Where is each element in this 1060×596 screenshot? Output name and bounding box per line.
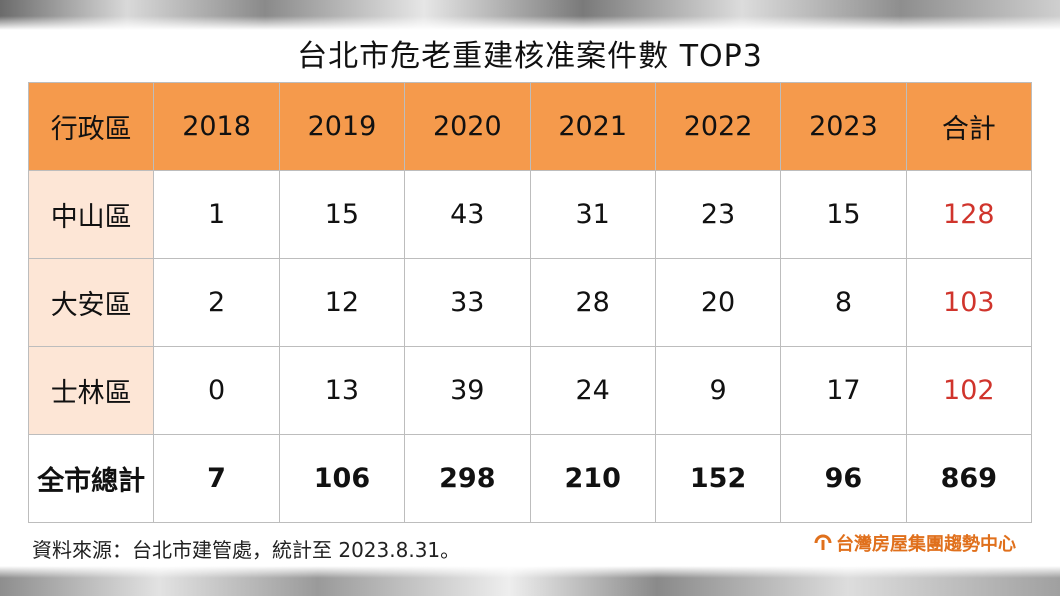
table-cell: 7	[153, 434, 280, 523]
chart-title: 台北市危老重建核准案件數 TOP3	[297, 39, 763, 74]
brand-logo: 台灣房屋集團趨勢中心	[814, 530, 1016, 556]
grand-total-row: 全市總計 7 106 298 210 152 96 869	[27, 434, 1033, 523]
brand-mark-icon	[814, 534, 832, 550]
table-cell: 8	[780, 258, 907, 347]
table-cell: 12	[278, 258, 406, 347]
header-row: 行政區 2018 2019 2020 2021 2022 2023 合計	[27, 82, 1033, 171]
source-note: 資料來源：台北市建管處，統計至 2023.8.31。	[32, 538, 461, 562]
header-cell-2021: 2021	[529, 82, 656, 171]
table-cell: 43	[404, 170, 531, 259]
brand-name: 台灣房屋集團趨勢中心	[836, 534, 1016, 555]
bottom-photo-band	[0, 566, 1060, 596]
table-cell: 106	[278, 434, 406, 523]
table-cell: 210	[529, 434, 656, 523]
row-total-cell: 128	[905, 170, 1033, 259]
table-cell: 152	[654, 434, 782, 523]
table-cell: 23	[654, 170, 782, 259]
table-cell: 17	[780, 346, 907, 435]
table-cell: 9	[654, 346, 782, 435]
table-row: 士林區 0 13 39 24 9 17 102	[27, 346, 1033, 435]
header-cell-2022: 2022	[654, 82, 782, 171]
header-cell-2023: 2023	[780, 82, 907, 171]
row-label-daan: 大安區	[27, 258, 155, 347]
table-cell: 0	[153, 346, 280, 435]
table-cell: 2	[153, 258, 280, 347]
data-table: 行政區 2018 2019 2020 2021 2022 2023 合計 中山區…	[27, 82, 1033, 523]
table-cell: 298	[404, 434, 531, 523]
table-cell: 28	[529, 258, 656, 347]
table-cell: 15	[278, 170, 406, 259]
header-cell-district: 行政區	[27, 82, 155, 171]
table-cell: 24	[529, 346, 656, 435]
table-cell: 13	[278, 346, 406, 435]
header-cell-2018: 2018	[153, 82, 280, 171]
row-label-zhongshan: 中山區	[27, 170, 155, 259]
row-total-cell: 102	[905, 346, 1033, 435]
header-cell-2020: 2020	[404, 82, 531, 171]
table-cell: 33	[404, 258, 531, 347]
header-cell-total: 合計	[905, 82, 1033, 171]
table-cell: 39	[404, 346, 531, 435]
row-total-cell: 103	[905, 258, 1033, 347]
table-row: 中山區 1 15 43 31 23 15 128	[27, 170, 1033, 259]
table-cell: 1	[153, 170, 280, 259]
grand-total-cell: 869	[905, 434, 1033, 523]
table-cell: 15	[780, 170, 907, 259]
table-row: 大安區 2 12 33 28 20 8 103	[27, 258, 1033, 347]
grand-total-label: 全市總計	[27, 434, 155, 523]
table-cell: 96	[780, 434, 907, 523]
table-cell: 31	[529, 170, 656, 259]
table-cell: 20	[654, 258, 782, 347]
top-photo-band	[0, 0, 1060, 30]
header-cell-2019: 2019	[278, 82, 406, 171]
row-label-shilin: 士林區	[27, 346, 155, 435]
